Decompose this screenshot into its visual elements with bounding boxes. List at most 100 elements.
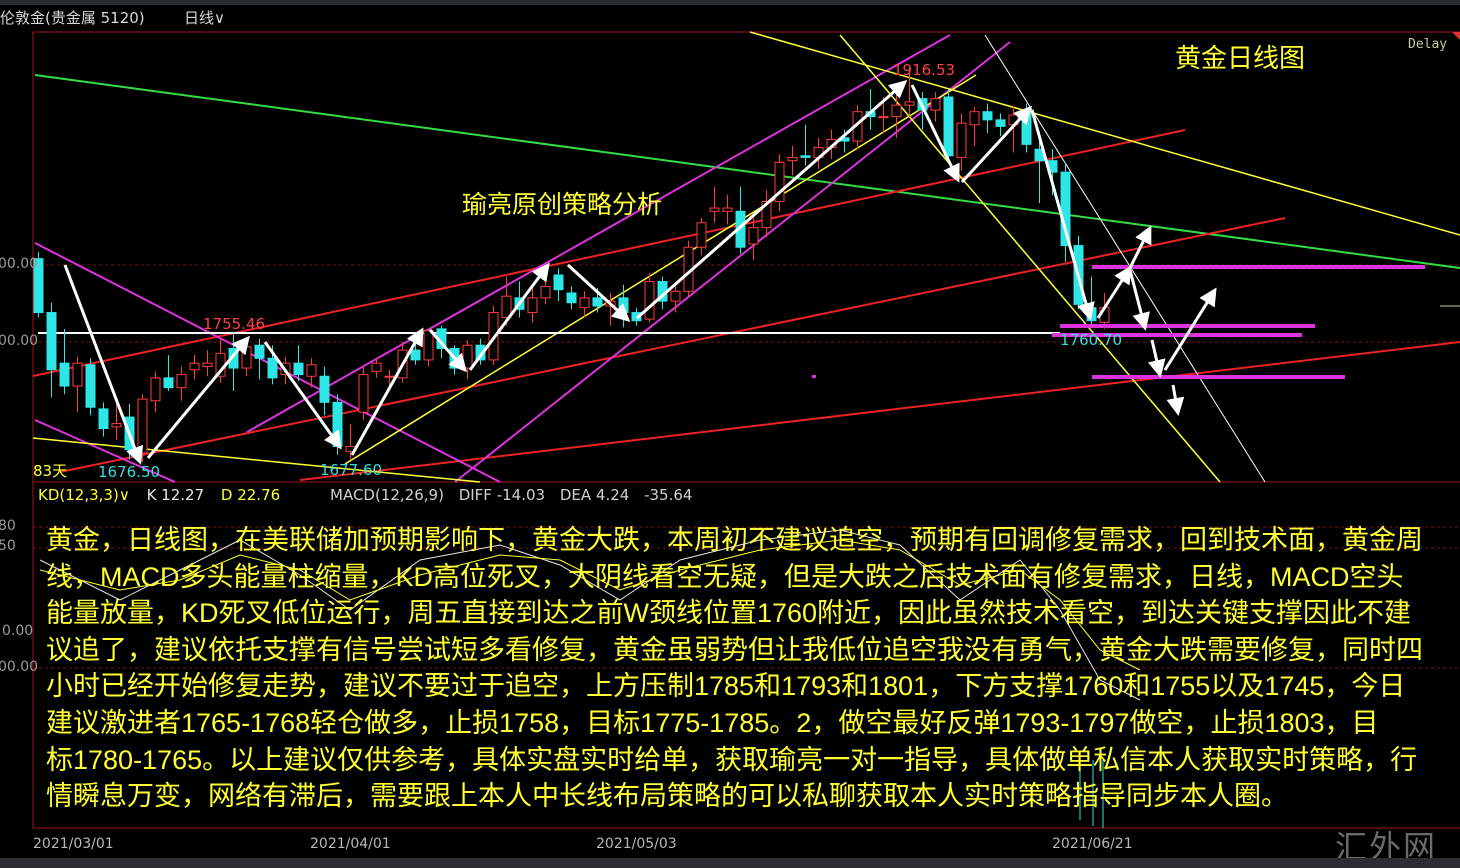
candle-body-down <box>592 297 603 307</box>
candle-body-up <box>540 285 551 299</box>
candle <box>930 92 941 122</box>
macd-dea-value: DEA 4.24 <box>559 486 630 504</box>
candle <box>722 194 733 225</box>
candle-body-up <box>527 297 538 314</box>
period-selector[interactable]: 日线∨ <box>184 7 225 28</box>
chevron-down-icon: ∨ <box>214 9 225 27</box>
paragraph-line: 线，MACD多头能量柱缩量，KD高位死叉，大阴线看空无疑，但是大跌之后技术面有修… <box>46 561 1404 592</box>
candle-body-down <box>46 312 57 371</box>
candle-body-down <box>293 362 304 376</box>
red-trendline <box>32 129 1186 377</box>
candle-body-down <box>553 274 564 291</box>
candle-body-up <box>202 362 213 367</box>
low-price-label: 1676.50 <box>98 463 161 481</box>
magenta-channel-lower <box>454 41 1011 483</box>
macd-diff-value: DIFF -14.03 <box>458 486 546 504</box>
candle <box>462 340 473 380</box>
arrow-icon <box>350 327 424 456</box>
candle-body-up <box>137 398 148 454</box>
green-trendline <box>34 74 1460 269</box>
candle <box>254 338 265 380</box>
red-trendline <box>299 341 1460 481</box>
candle <box>358 366 369 421</box>
top-frame-bar <box>0 0 1460 5</box>
candle <box>176 366 187 401</box>
candle <box>85 358 96 416</box>
date-axis-label: 2021/04/01 <box>310 836 391 852</box>
candle <box>995 113 1006 137</box>
kd-indicator-header[interactable]: KD(12,3,3)∨ K 12.27 D 22.76 <box>38 486 280 504</box>
macd-value: -35.64 <box>644 486 693 504</box>
white-trendline <box>984 34 1266 483</box>
candle <box>241 341 252 377</box>
candle <box>566 286 577 310</box>
high-price-label: 1916.53 <box>893 61 956 79</box>
date-axis-label: 2021/05/03 <box>596 836 677 852</box>
candle-body-up <box>891 104 902 118</box>
arrow-icon <box>910 84 960 183</box>
candle-body-up <box>709 207 720 212</box>
candle-body-down <box>800 155 811 158</box>
date-axis-label: 2021/03/01 <box>33 836 114 852</box>
paragraph-line: 建议激进者1765-1768轻仓做多，止损1758，目标1775-1785。2，… <box>46 707 1379 738</box>
paragraph-line: 小时已经开始修复走势，建议不要过于追空，上方压制1785和1793和1801，下… <box>46 671 1406 702</box>
candle-body-down <box>98 408 109 429</box>
candle-body-up <box>748 227 759 245</box>
chevron-down-icon[interactable]: ∨ <box>118 486 130 504</box>
strategy-label: 瑜亮原创策略分析 <box>462 190 663 219</box>
arrow-icon <box>1128 225 1152 269</box>
arrow-icon <box>63 264 144 465</box>
candle-body-down <box>254 344 265 359</box>
candle-body-up <box>722 207 733 212</box>
macd-indicator-name[interactable]: MACD(12,26,9) <box>330 486 444 504</box>
kd-axis-label: 50 <box>0 538 16 554</box>
arrow-icon <box>1147 339 1166 378</box>
candle <box>137 394 148 462</box>
candle <box>696 217 707 256</box>
macd-indicator-header[interactable]: MACD(12,26,9) DIFF -14.03 DEA 4.24 -35.6… <box>330 486 702 504</box>
arrow-icon <box>468 262 550 371</box>
arrow-icon <box>636 80 908 320</box>
candle <box>189 355 200 380</box>
yellow-trendline <box>344 74 977 465</box>
small-marker <box>812 375 816 378</box>
price-axis-label: 00.00 <box>0 333 39 349</box>
macd-axis-label: 0.00 <box>2 623 34 639</box>
yellow-trendline <box>839 34 1221 483</box>
candle <box>878 96 889 133</box>
period-label: 日线 <box>184 9 215 27</box>
candle <box>761 190 772 238</box>
candle <box>150 371 161 413</box>
instrument-title: 伦敦金(贵金属 5120) <box>0 9 145 27</box>
candle <box>527 286 538 323</box>
candle-body-up <box>930 98 941 111</box>
candle-body-down <box>410 349 421 361</box>
candle <box>579 291 590 318</box>
paragraph-line: 黄金，日线图，在美联储加预期影响下，黄金大跌，本周初不建议追空，预期有回调修复需… <box>46 525 1423 555</box>
arrow-icon <box>1163 287 1217 371</box>
yellow-trendline <box>32 437 481 483</box>
candle-body-up <box>956 122 967 158</box>
yellow-trendline <box>749 31 1460 236</box>
candle-body-up <box>241 346 252 369</box>
candle-body-down <box>33 258 44 314</box>
arrow-icon <box>960 105 1033 184</box>
candle-body-up <box>384 375 395 378</box>
candle <box>774 154 785 212</box>
candle-body-down <box>943 96 954 157</box>
candle-body-up <box>670 290 681 302</box>
candle-body-up <box>774 161 785 203</box>
candle-body-up <box>787 156 798 162</box>
macd-axis-label: 00.00 <box>0 659 39 675</box>
candle-body-up <box>878 116 889 119</box>
paragraph-line: 标1780-1765。以上建议仅供参考，具体实盘实时给单，获取瑜亮一对一指导，具… <box>46 744 1418 775</box>
mid-high-price-label: 1755.46 <box>203 315 266 333</box>
candle-body-down <box>319 375 330 403</box>
candle-body-up <box>176 374 187 389</box>
kd-indicator-name[interactable]: KD(12,3,3) <box>38 486 119 504</box>
candle <box>293 345 304 382</box>
candle <box>735 186 746 254</box>
candle <box>540 276 551 305</box>
candle-body-up <box>306 364 317 377</box>
